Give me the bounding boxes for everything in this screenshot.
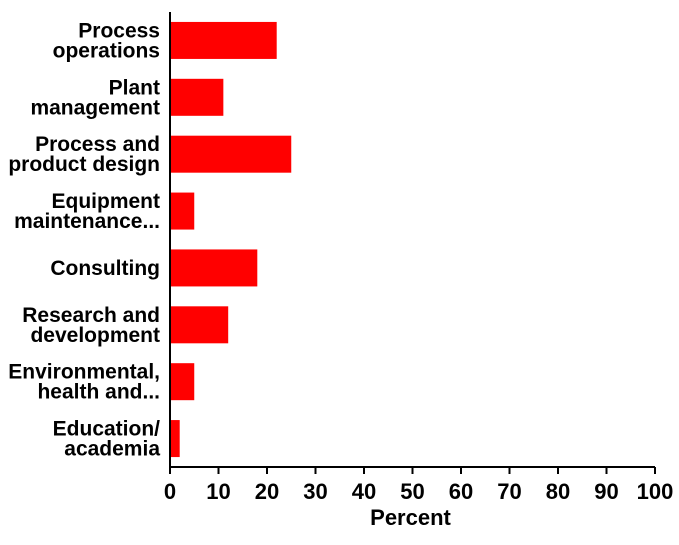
bar-7 [170, 420, 180, 458]
x-tick-label-0: 0 [164, 479, 176, 504]
bar-1 [170, 78, 224, 116]
category-label-4: Consulting [50, 257, 160, 280]
x-tick-label-5: 50 [400, 479, 424, 504]
bar-0 [170, 21, 277, 59]
category-label-line: Education/ [53, 418, 161, 441]
category-label-line: academia [64, 438, 160, 461]
category-label-3: Equipment maintenance... [14, 190, 160, 233]
category-labels: Process operations Plant management Process … [8, 19, 160, 460]
bar-6 [170, 363, 195, 401]
category-label-line: Consulting [50, 257, 160, 280]
axes [169, 12, 655, 468]
x-tick-label-4: 40 [352, 479, 376, 504]
category-label-line: operations [53, 39, 160, 62]
category-label-0: Process operations [53, 19, 160, 62]
x-axis-title: Percent [370, 505, 451, 530]
bars-layer [170, 21, 292, 458]
x-tick-label-2: 20 [255, 479, 279, 504]
bar-4 [170, 249, 258, 287]
x-tick-label-10: 100 [637, 479, 674, 504]
x-tick-label-1: 10 [206, 479, 230, 504]
category-label-line: Plant [109, 76, 160, 99]
category-label-line: management [30, 96, 160, 119]
x-tick-label-9: 90 [594, 479, 618, 504]
category-label-2: Process and product design [8, 133, 160, 176]
category-label-line: Equipment [52, 190, 161, 213]
x-tick-label-7: 70 [497, 479, 521, 504]
bar-3 [170, 192, 195, 230]
category-label-7: Education/academia [53, 418, 161, 461]
category-label-line: product design [8, 153, 160, 176]
category-label-line: Process and [35, 133, 160, 156]
category-label-line: development [30, 324, 160, 347]
category-label-5: Research and development [22, 304, 160, 347]
category-label-line: Research and [22, 304, 160, 327]
category-label-line: health and... [37, 381, 160, 404]
category-label-line: maintenance... [14, 210, 160, 233]
bar-5 [170, 306, 229, 344]
category-label-1: Plant management [30, 76, 160, 119]
x-tick-label-6: 60 [449, 479, 473, 504]
x-axis-ticks: 0 10 20 30 40 50 60 70 80 90 100 [164, 467, 673, 504]
category-label-6: Environmental, health and... [8, 361, 160, 404]
category-label-line: Process [78, 19, 160, 42]
category-label-line: Environmental, [8, 361, 160, 384]
x-tick-label-3: 30 [303, 479, 327, 504]
bar-2 [170, 135, 292, 173]
x-tick-label-8: 80 [546, 479, 570, 504]
